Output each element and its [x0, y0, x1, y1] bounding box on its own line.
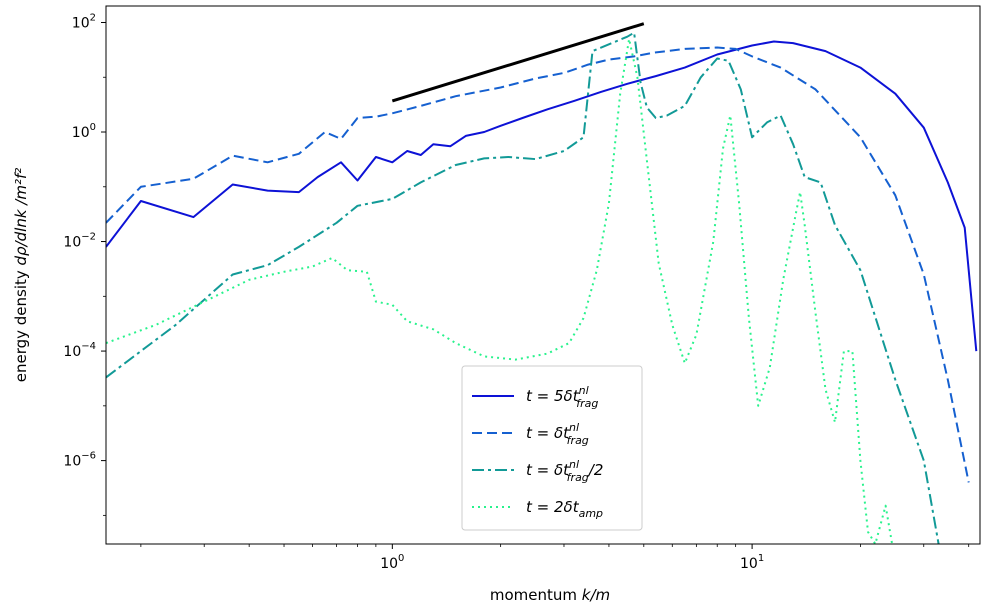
legend-label-3: t = δtnl frag/2 [526, 458, 603, 484]
legend-label-4: t = 2δtamp [526, 498, 603, 520]
reference-slope-line [391, 22, 645, 103]
legend: t = 5δtnl frag t = δtnl frag t = δtnl frag/2 t… [461, 365, 643, 531]
plot-frame [105, 5, 981, 545]
series-line-1 [106, 40, 978, 352]
legend-label-2: t = δtnl frag [526, 421, 589, 447]
x-axis-label: momentum k/m [490, 586, 610, 604]
legend-label-1: t = 5δtnl frag [526, 384, 598, 410]
y-axis-label: energy density dρ/dlnk /m²f² [12, 168, 30, 383]
series-line-2 [106, 46, 970, 483]
legend-box [461, 365, 643, 531]
series-layer [106, 22, 978, 544]
series-line-3 [106, 31, 940, 544]
